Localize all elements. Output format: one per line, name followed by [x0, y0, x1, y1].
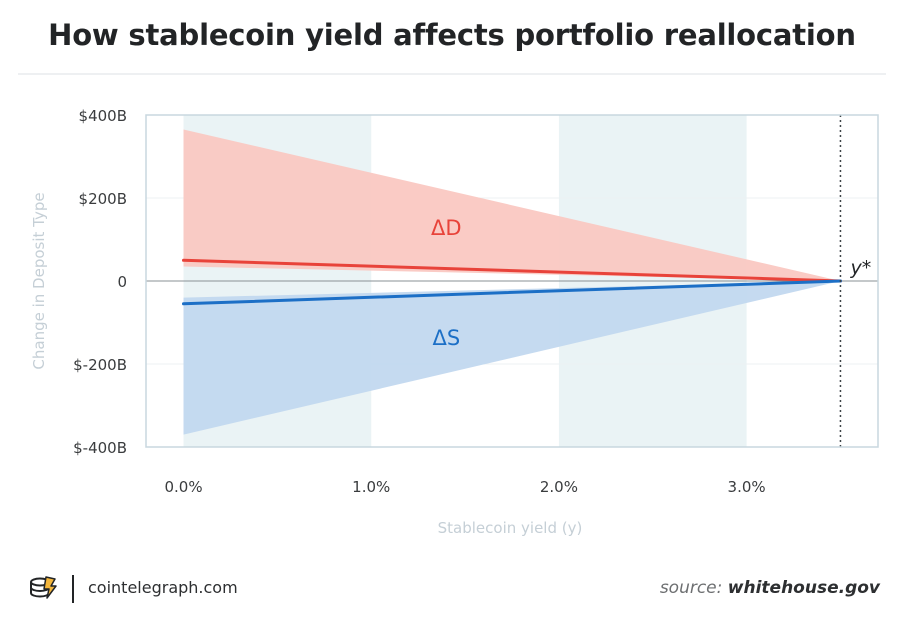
- y-tick-label: 0: [117, 273, 127, 291]
- x-axis-label: Stablecoin yield (y): [438, 519, 583, 537]
- series-label-1: ΔS: [432, 326, 460, 350]
- x-tick-label: 3.0%: [728, 478, 766, 496]
- x-tick-label: 1.0%: [352, 478, 390, 496]
- y-tick-label: $400B: [79, 107, 127, 125]
- cointelegraph-logo-icon: [29, 574, 59, 608]
- y-tick-label: $-400B: [73, 439, 127, 457]
- series-band-1: [183, 281, 841, 435]
- series-label-0: ΔD: [431, 216, 462, 240]
- x-tick-label: 2.0%: [540, 478, 578, 496]
- series-line-1: [182, 279, 842, 306]
- source-domain[interactable]: whitehouse.gov: [727, 578, 880, 598]
- series-line-0: [182, 258, 842, 283]
- footer-source: source: whitehouse.gov: [660, 578, 880, 598]
- footer-site-link[interactable]: cointelegraph.com: [88, 578, 238, 597]
- source-prefix: source:: [659, 578, 723, 598]
- y-tick-label: $-200B: [73, 356, 127, 374]
- y-axis-label: Change in Deposit Type: [30, 192, 48, 369]
- y-tick-label: $200B: [79, 190, 127, 208]
- footer-divider: [72, 575, 74, 603]
- plot-frame: [145, 114, 879, 448]
- chart-title: How stablecoin yield affects portfolio r…: [48, 18, 856, 52]
- annotation-label: y*: [849, 257, 871, 279]
- series-band-0: [183, 129, 841, 281]
- x-tick-label: 0.0%: [164, 478, 202, 496]
